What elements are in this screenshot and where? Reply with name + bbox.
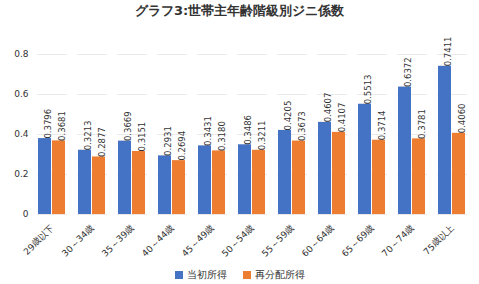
svg-text:0.2877: 0.2877: [97, 127, 107, 157]
svg-text:0.4060: 0.4060: [457, 104, 467, 134]
svg-text:55～59歳: 55～59歳: [260, 223, 296, 259]
svg-text:75歳以上: 75歳以上: [422, 223, 456, 257]
svg-text:0.3796: 0.3796: [43, 109, 53, 139]
svg-text:30～34歳: 30～34歳: [60, 223, 96, 259]
svg-text:0.6372: 0.6372: [403, 57, 413, 87]
svg-text:0.3681: 0.3681: [57, 111, 67, 141]
svg-text:0.3781: 0.3781: [417, 109, 427, 139]
svg-text:0.3151: 0.3151: [137, 122, 147, 152]
svg-text:0.3180: 0.3180: [217, 121, 227, 151]
svg-text:0.8: 0.8: [14, 49, 29, 59]
svg-text:0.3211: 0.3211: [257, 121, 267, 151]
svg-text:0.7411: 0.7411: [443, 37, 453, 67]
svg-text:0.4205: 0.4205: [283, 101, 293, 131]
svg-text:40～44歳: 40～44歳: [140, 223, 176, 259]
svg-text:0.3673: 0.3673: [297, 111, 307, 141]
svg-text:0.2: 0.2: [14, 169, 28, 179]
svg-text:70～74歳: 70～74歳: [380, 223, 416, 259]
svg-text:35～39歳: 35～39歳: [100, 223, 136, 259]
svg-text:0.2694: 0.2694: [177, 131, 187, 161]
html-text:当初所得: 当初所得: [186, 269, 227, 280]
svg-text:0.2931: 0.2931: [163, 126, 173, 156]
svg-text:0.3486: 0.3486: [243, 115, 253, 145]
svg-text:0.3431: 0.3431: [203, 116, 213, 146]
svg-text:0.3669: 0.3669: [123, 111, 133, 141]
svg-text:65～69歳: 65～69歳: [340, 223, 376, 259]
svg-text:0.3213: 0.3213: [83, 120, 93, 150]
html-text:グラフ3:世帯主年齢階級別ジニ係数: グラフ3:世帯主年齢階級別ジニ係数: [134, 3, 345, 18]
svg-text:0.6: 0.6: [14, 89, 29, 99]
svg-text:50～54歳: 50～54歳: [220, 223, 256, 259]
svg-text:0.4: 0.4: [14, 129, 29, 139]
svg-text:0.4607: 0.4607: [323, 93, 333, 123]
svg-text:0.3714: 0.3714: [377, 110, 387, 140]
svg-text:29歳以下: 29歳以下: [22, 223, 56, 257]
svg-text:0: 0: [23, 209, 29, 219]
svg-text:45～49歳: 45～49歳: [180, 223, 216, 259]
html-text:再分配所得: 再分配所得: [254, 269, 305, 280]
svg-text:0.4107: 0.4107: [337, 103, 347, 133]
svg-text:0.5513: 0.5513: [363, 74, 373, 104]
svg-text:60～64歳: 60～64歳: [300, 223, 336, 259]
